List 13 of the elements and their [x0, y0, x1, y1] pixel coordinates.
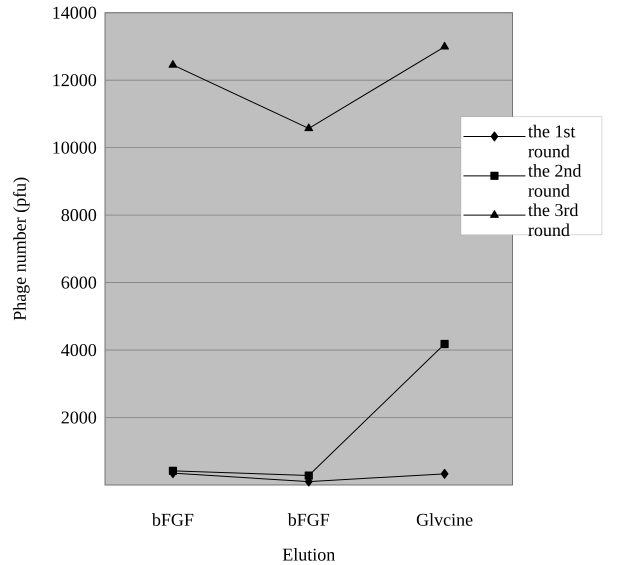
- y-tick-label: 2000: [62, 411, 96, 424]
- x-tick-label: bFGF: [288, 513, 330, 526]
- y-tick-label: 8000: [61, 209, 96, 222]
- y-tick-label: 10000: [53, 142, 96, 154]
- legend-label: the 3rd round: [528, 203, 578, 236]
- y-axis-title: Phage number (pfu): [13, 178, 30, 320]
- x-tick-label: Glvcine: [416, 513, 472, 526]
- y-tick-label: 12000: [53, 74, 96, 86]
- x-axis-title: Elution: [282, 548, 335, 561]
- y-tick-label: 14000: [53, 6, 96, 19]
- y-tick-label: 4000: [61, 344, 96, 356]
- x-tick-label: bFGF: [152, 513, 194, 526]
- y-tick-label: 6000: [62, 276, 96, 289]
